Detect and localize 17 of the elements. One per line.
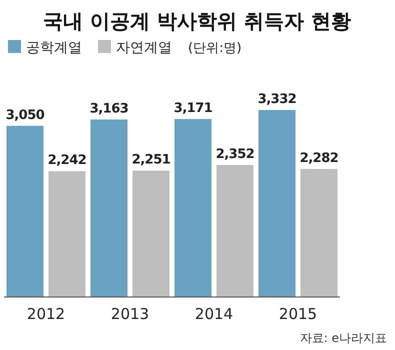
data-label: 2,282	[300, 150, 338, 166]
data-label: 2,251	[132, 152, 171, 168]
x-tick-label: 2012	[26, 305, 66, 323]
data-label: 3,050	[6, 108, 45, 123]
data-label: 3,171	[174, 101, 213, 116]
chart-subtitle: (단위:명)	[188, 41, 242, 56]
data-label: 3,163	[90, 101, 129, 116]
data-label: 2,352	[216, 147, 254, 162]
x-tick-label: 2013	[110, 305, 150, 323]
data-label: 3,332	[258, 92, 296, 107]
text: 자료: e나라지표	[300, 331, 387, 345]
legend-label: 자연계열	[116, 40, 172, 56]
chart-title: 국내 이공계 박사학위 취득자 현황	[43, 9, 351, 33]
x-tick-label: 2015	[278, 305, 318, 323]
x-tick-label: 2014	[194, 305, 234, 323]
data-label: 2,242	[48, 153, 86, 168]
legend-label: 공학계열	[26, 40, 82, 56]
